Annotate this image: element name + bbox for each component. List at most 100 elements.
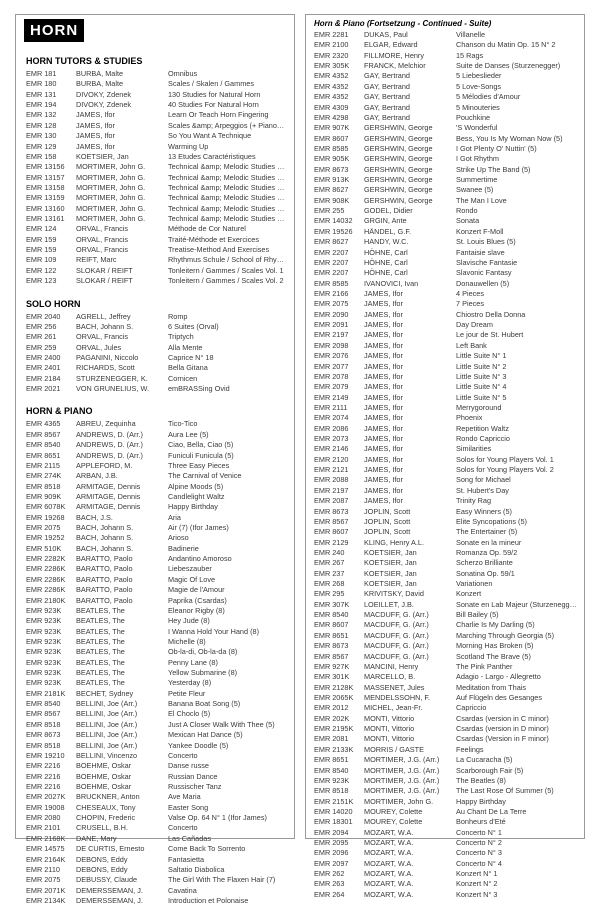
entry-composer: DEBONS, Eddy [76, 865, 168, 875]
entry-code: EMR 2151K [312, 797, 364, 807]
catalog-entry-row: EMR 2075 BACH, Johann S. Air (7) (Ifor Jam… [24, 523, 286, 533]
entry-title: Technical &amp; Melodic Studies Vol. 5 [168, 204, 286, 214]
entry-title: Trinity Rag [456, 496, 578, 506]
entry-code: EMR 923K [312, 776, 364, 786]
entry-composer: DANE, Mary [76, 834, 168, 844]
entry-composer: MANCINI, Henry [364, 662, 456, 672]
entry-composer: JAMES, Ifor [364, 475, 456, 485]
entry-title: Come Back To Sorrento [168, 844, 286, 854]
entry-code: EMR 923K [24, 668, 76, 678]
entry-code: EMR 2207 [312, 258, 364, 268]
entry-composer: JAMES, Ifor [76, 110, 168, 120]
entry-composer: MICHEL, Jean-Fr. [364, 703, 456, 713]
entry-title: Little Suite N° 1 [456, 351, 578, 361]
entry-code: EMR 8651 [312, 755, 364, 765]
entry-composer: MOZART, W.A. [364, 879, 456, 889]
entry-code: EMR 19268 [24, 513, 76, 523]
entry-code: EMR 2129 [312, 538, 364, 548]
entry-code: EMR 8540 [24, 440, 76, 450]
catalog-entry-row: EMR 2129 KLING, Henry A.L. Sonate en la mi… [312, 538, 578, 548]
entry-code: EMR 13159 [24, 193, 76, 203]
entry-code: EMR 129 [24, 142, 76, 152]
catalog-entry-row: EMR 907K GERSHWIN, George 'S Wonderful [312, 123, 578, 133]
entry-code: EMR 2065K [312, 693, 364, 703]
catalog-entry-row: EMR 8607 GERSHWIN, George Bess, You Is My … [312, 134, 578, 144]
entry-title: Auf Flügeln des Gesanges [456, 693, 578, 703]
entry-code: EMR 8540 [312, 610, 364, 620]
catalog-entry-row: EMR 2081 MONTI, Vittorio Csardas (Version … [312, 734, 578, 744]
entry-composer: MORTIMER, John G. [76, 193, 168, 203]
entry-composer: SLOKAR / REIFT [76, 266, 168, 276]
entry-composer: MASSENET, Jules [364, 683, 456, 693]
entry-title: Alpine Moods (5) [168, 482, 286, 492]
entry-title: 6 Suites (Orval) [168, 322, 286, 332]
entry-title: Konzert [456, 589, 578, 599]
entry-composer: HÖHNE, Carl [364, 258, 456, 268]
entry-composer: DIVOKY, Zdenek [76, 100, 168, 110]
catalog-entry-row: EMR 130 JAMES, Ifor So You Want A Techniqu… [24, 131, 286, 141]
catalog-entry-row: EMR 2073 JAMES, Ifor Rondo Capriccio [312, 434, 578, 444]
entry-code: EMR 2110 [24, 865, 76, 875]
entry-composer: JAMES, Ifor [364, 320, 456, 330]
entry-title: Aria [168, 513, 286, 523]
catalog-entry-row: EMR 2197 JAMES, Ifor St. Hubert's Day [312, 486, 578, 496]
entry-title: Funiculi Funicula (5) [168, 451, 286, 461]
entry-code: EMR 274K [24, 471, 76, 481]
entry-code: EMR 13161 [24, 214, 76, 224]
entry-title: Capriccio [456, 703, 578, 713]
entry-code: EMR 2286K [24, 585, 76, 595]
entry-composer: CRUSELL, B.H. [76, 823, 168, 833]
entry-title: Danse russe [168, 761, 286, 771]
entry-title: Technical &amp; Melodic Studies Vol. 3 [168, 183, 286, 193]
entry-code: EMR 923K [24, 678, 76, 688]
catalog-entry-row: EMR 923K MORTIMER, J.G. (Arr.) The Beatles… [312, 776, 578, 786]
section-entries-2: EMR 4365 ABREU, Zequinha Tico-Tico EMR 8567… [24, 419, 286, 906]
entry-composer: GERSHWIN, George [364, 154, 456, 164]
entry-title: The Entertainer (5) [456, 527, 578, 537]
catalog-entry-row: EMR 19526 HÄNDEL, G.F. Konzert F-Moll [312, 227, 578, 237]
entry-code: EMR 923K [24, 627, 76, 637]
entry-title: El Choclo (5) [168, 709, 286, 719]
entry-composer: MORTIMER, J.G. (Arr.) [364, 776, 456, 786]
catalog-entry-row: EMR 259 ORVAL, Jules Alla Mente [24, 343, 286, 353]
entry-composer: DEBUSSY, Claude [76, 875, 168, 885]
entry-code: EMR 255 [312, 206, 364, 216]
catalog-entry-row: EMR 8567 MACDUFF, G. (Arr.) Scotland The B… [312, 652, 578, 662]
entry-code: EMR 8651 [312, 631, 364, 641]
entry-code: EMR 2086 [312, 424, 364, 434]
catalog-entry-row: EMR 8607 MACDUFF, G. (Arr.) Charlie Is My … [312, 620, 578, 630]
entry-composer: BEATLES, The [76, 606, 168, 616]
catalog-entry-row: EMR 4365 ABREU, Zequinha Tico-Tico [24, 419, 286, 429]
entry-code: EMR 8585 [312, 279, 364, 289]
entry-composer: ORVAL, Jules [76, 343, 168, 353]
entry-code: EMR 158 [24, 152, 76, 162]
entry-code: EMR 8607 [312, 620, 364, 630]
catalog-entry-row: EMR 2076 JAMES, Ifor Little Suite N° 1 [312, 351, 578, 361]
entry-code: EMR 2197 [312, 330, 364, 340]
entry-composer: MORTIMER, J.G. (Arr.) [364, 755, 456, 765]
catalog-entry-row: EMR 2181K BECHET, Sydney Petite Fleur [24, 689, 286, 699]
catalog-entry-row: EMR 4352 GAY, Bertrand 5 Love-Songs [312, 82, 578, 92]
entry-composer: LOEILLET, J.B. [364, 600, 456, 610]
catalog-entry-row: EMR 2091 JAMES, Ifor Day Dream [312, 320, 578, 330]
entry-code: EMR 19008 [24, 803, 76, 813]
entry-code: EMR 2195K [312, 724, 364, 734]
entry-code: EMR 2149 [312, 393, 364, 403]
catalog-entry-row: EMR 8607 JOPLIN, Scott The Entertainer (5) [312, 527, 578, 537]
entry-composer: DEBONS, Eddy [76, 855, 168, 865]
catalog-page: HORN HORN TUTORS & STUDIES EMR 181 BURBA,… [0, 0, 600, 849]
entry-code: EMR 923K [24, 606, 76, 616]
entry-title: Chanson du Matin Op. 15 N° 2 [456, 40, 578, 50]
entry-title: Sonata [456, 216, 578, 226]
right-entries: EMR 2281 DUKAS, Paul Villanelle EMR 2100 ELG… [312, 30, 578, 900]
entry-code: EMR 2088 [312, 475, 364, 485]
entry-composer: STURZENEGGER, K. [76, 374, 168, 384]
catalog-entry-row: EMR 2040 AGRELL, Jeffrey Romp [24, 312, 286, 322]
entry-title: Solos for Young Players Vol. 1 [456, 455, 578, 465]
entry-title: Strike Up The Band (5) [456, 165, 578, 175]
entry-title: Summertime [456, 175, 578, 185]
catalog-entry-row: EMR 2128K MASSENET, Jules Meditation from … [312, 683, 578, 693]
catalog-entry-row: EMR 2207 HÖHNE, Carl Slavische Fantasie [312, 258, 578, 268]
entry-code: EMR 2075 [24, 875, 76, 885]
entry-code: EMR 8540 [24, 699, 76, 709]
